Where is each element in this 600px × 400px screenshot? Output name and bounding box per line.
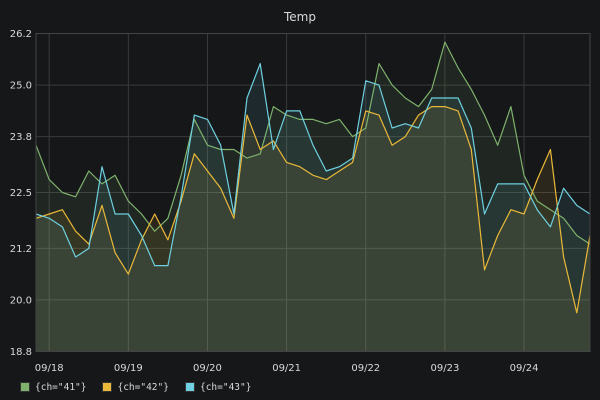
y-tick-label: 20.0	[10, 295, 32, 306]
axis-labels: 18.8 20.0 21.2 22.5 23.8 25.0 26.2 09/18 09/19 09…	[10, 29, 539, 374]
legend: {ch="41"} {ch="42"} {ch="43"}	[20, 380, 251, 394]
series-line-0	[35, 41, 591, 245]
series-area-0	[36, 42, 590, 352]
x-tick-label: 09/19	[114, 363, 143, 374]
series-area-1	[36, 106, 590, 352]
legend-item-ch41[interactable]: {ch="41"}	[20, 382, 86, 393]
y-tick-label: 25.0	[10, 81, 32, 92]
grid	[36, 33, 590, 352]
legend-swatch-ch41	[20, 382, 30, 392]
series-line-2	[35, 63, 591, 267]
legend-item-ch43[interactable]: {ch="43"}	[184, 381, 252, 393]
legend-label-ch41: {ch="41"}	[35, 381, 87, 393]
legend-swatch-ch43	[184, 382, 195, 392]
x-tick-label: 09/20	[193, 363, 222, 374]
series-areas	[36, 42, 590, 352]
legend-label-ch42: {ch="42"}	[117, 381, 169, 393]
x-tick-label: 09/22	[351, 363, 380, 374]
y-tick-label: 21.2	[10, 244, 32, 255]
plot-frame	[35, 33, 591, 352]
x-tick-label: 09/21	[272, 363, 301, 374]
legend-swatch-ch42	[102, 382, 113, 392]
series-area-2	[36, 63, 590, 352]
y-tick-label: 26.2	[10, 29, 32, 40]
y-tick-label: 22.5	[10, 188, 32, 199]
legend-item-ch42[interactable]: {ch="42"}	[102, 381, 169, 393]
series-lines	[35, 41, 591, 314]
legend-label-ch43: {ch="43"}	[199, 381, 252, 393]
x-tick-label: 09/24	[510, 363, 539, 374]
y-tick-label: 23.8	[10, 132, 32, 143]
x-tick-label: 09/23	[430, 363, 459, 374]
x-tick-label: 09/18	[35, 363, 64, 374]
y-tick-label: 18.8	[10, 347, 32, 358]
series-line-1	[35, 106, 591, 314]
chart-title: Temp	[283, 10, 316, 24]
